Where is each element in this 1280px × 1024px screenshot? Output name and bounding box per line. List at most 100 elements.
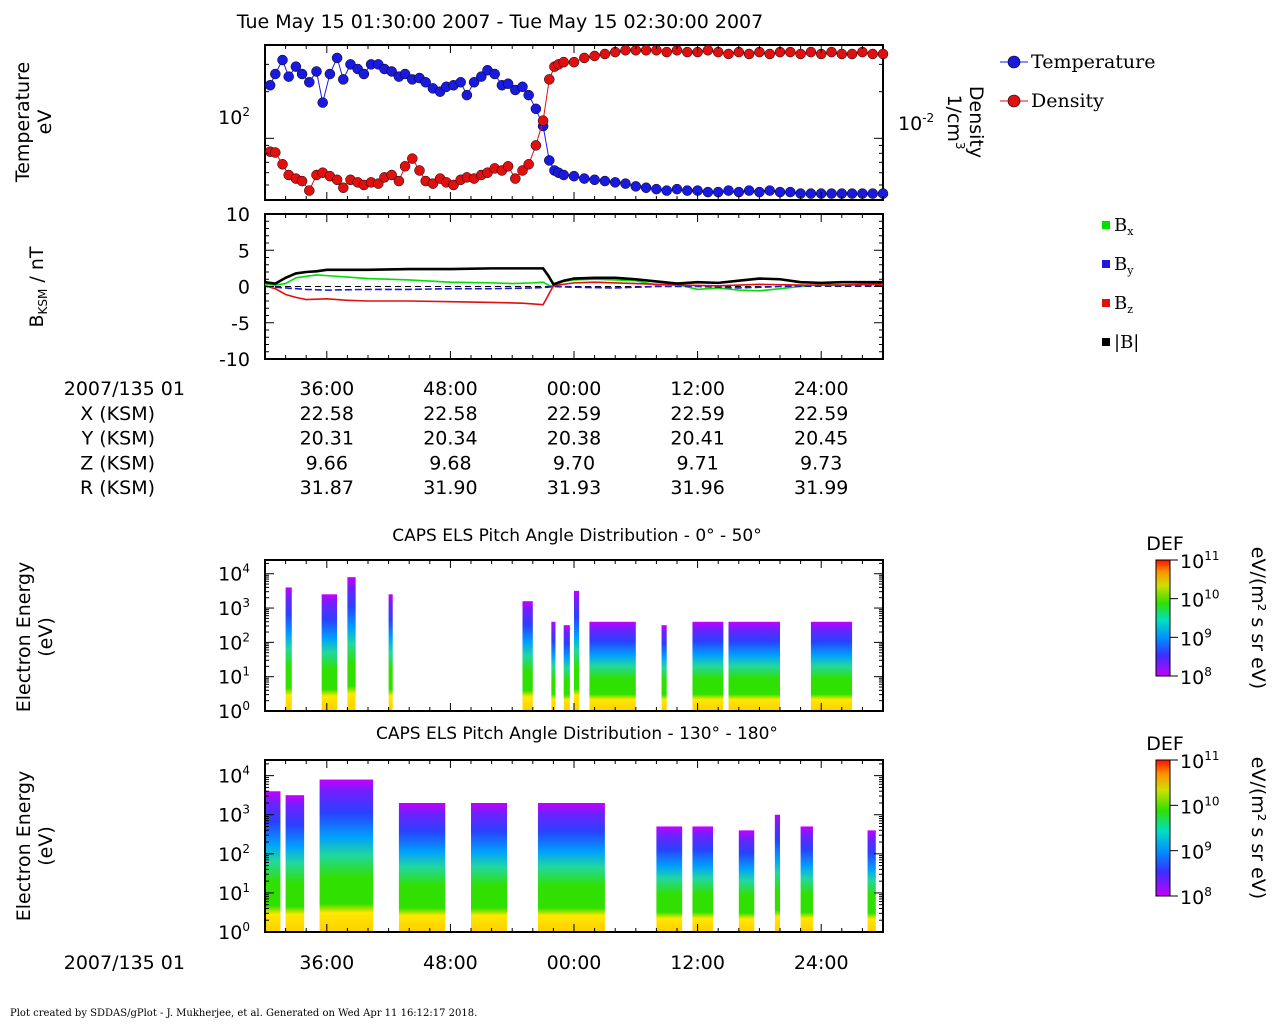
colorbar-tick-label: 109	[1180, 840, 1212, 864]
density-point	[785, 46, 796, 58]
density-point	[270, 147, 281, 158]
temperature-point	[702, 186, 714, 198]
density-point	[510, 173, 521, 184]
els-low-ticks: 100 101 102 103 104	[218, 560, 884, 723]
magnetic-ticks: 10 5 0 -5 -10	[219, 204, 884, 371]
density-point	[338, 182, 349, 193]
spectrogram-block	[800, 826, 813, 931]
temperature-point	[386, 66, 397, 77]
density-point	[743, 48, 755, 60]
ephemeris-time-label: 00:00	[547, 378, 602, 400]
temperature-point	[558, 169, 569, 181]
temperature-point	[568, 170, 580, 182]
plasma-series	[264, 44, 889, 199]
temperature-point	[523, 89, 534, 101]
temperature-point	[620, 178, 631, 189]
colorbar-tick-label: 108	[1180, 665, 1212, 689]
legend-b-label: Bz	[1114, 293, 1133, 316]
energy-tick-label: 104	[218, 562, 250, 586]
colorbar-gradient	[1155, 559, 1171, 677]
temperature-point	[846, 188, 858, 199]
temperature-point	[530, 103, 542, 115]
density-point	[537, 115, 549, 126]
b-series-line	[264, 274, 883, 292]
temperature-point	[579, 173, 590, 184]
els-low-axis-label: Electron Energy(eV)	[13, 562, 57, 713]
legend-b-swatch	[1102, 299, 1110, 307]
ephemeris-value: 22.59	[670, 403, 724, 425]
magnetic-legend: Bx By Bz |B|	[1102, 215, 1139, 353]
density-point	[795, 48, 806, 60]
density-point	[682, 46, 693, 58]
temperature-point	[317, 97, 328, 108]
colorbar-label: DEF	[1146, 533, 1184, 555]
density-point	[867, 48, 878, 60]
temperature-point	[338, 74, 349, 85]
spectrogram-block	[285, 587, 292, 710]
b-tick-label: 5	[238, 240, 250, 262]
density-point	[304, 185, 315, 196]
legend-b-swatch	[1102, 260, 1110, 268]
ephemeris-epoch: 2007/135 01	[64, 378, 185, 400]
bottom-time-label: 00:00	[547, 952, 602, 974]
density-point	[599, 48, 611, 60]
density-point	[764, 48, 775, 60]
legend-b-swatch	[1102, 338, 1110, 346]
legend-b-label: |B|	[1114, 332, 1139, 353]
spectrogram-block	[738, 830, 755, 931]
energy-tick-label: 101	[218, 881, 250, 905]
ephemeris-value: 31.90	[423, 477, 477, 499]
density-tick-label: 10-2	[898, 111, 934, 135]
density-point	[568, 56, 580, 68]
temperature-point	[774, 186, 786, 198]
temperature-point	[785, 186, 796, 198]
spectrogram-block	[471, 803, 508, 931]
density-point	[427, 178, 439, 189]
temperature-point	[630, 181, 642, 192]
energy-tick-label: 100	[218, 699, 250, 723]
magnetic-panel: 10 5 0 -5 -10 BKSM / nT Bx By Bz |B|	[26, 204, 1139, 371]
spectrogram-block	[321, 594, 338, 710]
temperature-point	[544, 155, 555, 166]
energy-tick-label: 101	[218, 665, 250, 689]
ephemeris-value: 20.45	[794, 428, 848, 450]
spectrogram-block	[810, 621, 853, 710]
temperature-point	[640, 182, 652, 193]
temperature-point	[712, 186, 724, 198]
temperature-point	[399, 68, 411, 80]
els-high-ticks: 100 101 102 103 104	[218, 760, 884, 944]
spectrogram-block	[522, 601, 533, 710]
temperature-point	[517, 81, 528, 93]
temperature-point	[264, 79, 276, 91]
temperature-point	[826, 188, 837, 199]
b-tick-label: 0	[238, 277, 250, 299]
temperature-point	[420, 77, 431, 88]
els-low-spectrogram	[285, 577, 853, 710]
density-point	[393, 175, 405, 187]
plasma-ticks	[264, 44, 884, 201]
temperature-point	[358, 68, 370, 80]
colorbar-tick-label: 1010	[1180, 794, 1219, 818]
legend-density-label: Density	[1031, 90, 1104, 112]
temperature-point	[311, 66, 322, 77]
ephemeris-value: 9.66	[306, 452, 348, 474]
els-low-panel: CAPS ELS Pitch Angle Distribution - 0° -…	[13, 526, 884, 723]
legend-b-label: Bx	[1114, 215, 1134, 238]
bottom-epoch: 2007/135 01	[64, 952, 185, 974]
temperature-point	[290, 61, 302, 72]
temperature-point	[743, 185, 755, 196]
spectrogram-block	[537, 803, 605, 931]
temperature-point	[270, 68, 281, 80]
density-point	[544, 74, 555, 85]
temperature-point	[461, 89, 473, 101]
ephemeris-time-label: 24:00	[794, 378, 849, 400]
density-point	[523, 159, 534, 170]
colorbar-tick-label: 109	[1180, 626, 1212, 650]
ephemeris-value: 22.59	[547, 403, 601, 425]
legend-b-label: By	[1114, 254, 1134, 277]
spectrogram-block	[265, 791, 281, 931]
temperature-tick-label: 102	[218, 105, 250, 129]
ephemeris-value: 22.59	[794, 403, 848, 425]
ephemeris-value: 31.99	[794, 477, 848, 499]
